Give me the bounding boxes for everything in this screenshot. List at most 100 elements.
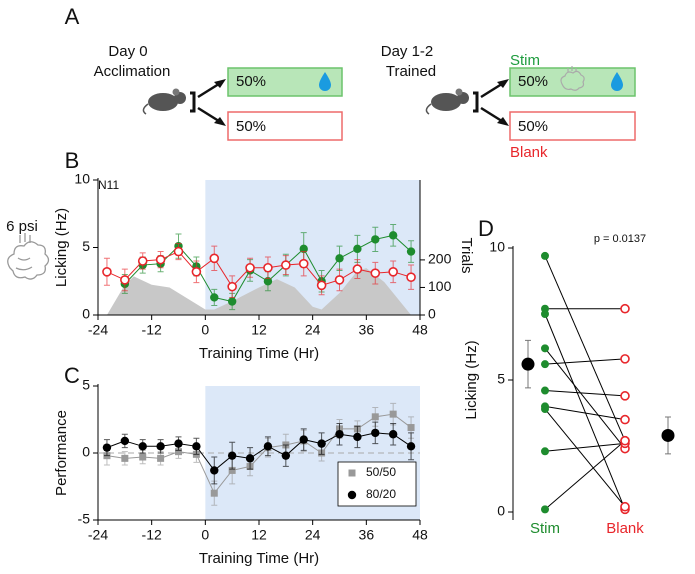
marker <box>352 264 363 274</box>
x-tick-label: 24 <box>305 322 321 338</box>
marker <box>139 453 147 461</box>
air-puff-icon <box>7 233 50 280</box>
blank-box <box>509 111 636 141</box>
mouse-icon <box>425 88 479 115</box>
mean-point <box>521 357 535 371</box>
marker <box>120 275 130 285</box>
marker <box>281 260 291 270</box>
panel-a: A Day 0 Acclimation 50% 50% Day 1-2 Trai… <box>65 4 636 161</box>
condition-title: Day 0 <box>108 43 147 60</box>
marker <box>227 297 237 306</box>
x-tick-label: 36 <box>359 322 375 338</box>
x-axis-label: Training Time (Hr) <box>199 345 319 362</box>
panel-label: D <box>478 216 494 241</box>
pair-line <box>544 348 626 449</box>
marker <box>348 469 356 477</box>
pair-line <box>544 442 626 452</box>
marker <box>174 439 183 448</box>
marker <box>157 454 165 462</box>
marker <box>228 466 236 474</box>
marker <box>406 442 416 451</box>
marker <box>227 451 237 460</box>
stim-point <box>541 405 549 414</box>
pair-line <box>544 313 626 510</box>
x-tick-label: 48 <box>412 322 428 338</box>
marker <box>388 266 398 277</box>
y2-axis-label: Trials <box>458 237 475 273</box>
marker <box>353 432 362 442</box>
marker <box>263 442 273 451</box>
marker <box>227 281 237 292</box>
p-value: p = 0.0137 <box>594 233 646 245</box>
marker <box>388 430 398 439</box>
stim-point <box>541 360 549 369</box>
marker <box>406 272 416 283</box>
marker <box>317 439 326 448</box>
x-tick-label: -12 <box>142 322 162 338</box>
x-tick-label: 0 <box>201 322 209 338</box>
pair-line <box>544 405 626 421</box>
charts: 0 5 10 -24 -12 0 12 24 36 48 Training Time (Hr) Lic… <box>6 148 675 567</box>
marker <box>210 466 219 475</box>
marker <box>370 268 381 278</box>
marker <box>175 448 182 456</box>
y2-tick-label: 200 <box>428 251 452 267</box>
y-tick-label: 10 <box>74 171 90 187</box>
panel-label: B <box>65 148 80 173</box>
blank-box <box>227 111 343 141</box>
x-tick-label: 0 <box>201 527 209 543</box>
x-tick-label: -24 <box>88 527 108 543</box>
y-axis-label: Licking (Hz) <box>53 208 70 287</box>
trials-area <box>106 268 412 315</box>
stimulus-label: 6 psi <box>6 218 38 235</box>
marker <box>102 443 112 452</box>
y-tick-label: 0 <box>82 444 90 460</box>
probability: 50% <box>518 73 548 90</box>
marker <box>299 435 308 444</box>
condition-title: Day 1-2 <box>381 43 434 60</box>
x-tick-label: -12 <box>142 527 162 543</box>
panel-label: C <box>64 363 80 388</box>
y2-tick-label: 100 <box>428 278 452 294</box>
pair-line <box>544 255 626 441</box>
x-tick-label: 24 <box>305 527 321 543</box>
marker <box>299 244 308 254</box>
marker <box>335 254 344 263</box>
blank-point <box>620 354 630 364</box>
marker <box>245 454 255 463</box>
x-tick-label: 48 <box>412 527 428 543</box>
x-tick-label: -24 <box>88 322 108 338</box>
y-tick-label: -5 <box>78 511 91 527</box>
x-tick-label: 12 <box>251 527 267 543</box>
marker <box>120 436 130 446</box>
mean-point <box>661 428 675 442</box>
y-axis-label: Performance <box>53 410 70 496</box>
marker <box>192 442 201 451</box>
air-puff-icon <box>560 66 585 91</box>
x-tick-label: 12 <box>251 322 267 338</box>
marker <box>173 246 184 257</box>
legend-label: 50/50 <box>366 465 396 479</box>
probability: 50% <box>236 118 266 135</box>
condition-title: Trained <box>386 63 436 80</box>
marker <box>209 253 220 264</box>
blank-point <box>620 435 630 446</box>
marker <box>210 293 219 302</box>
y-tick-label: 0 <box>82 306 90 322</box>
marker <box>156 442 165 451</box>
marker <box>371 428 380 438</box>
stim-point <box>541 344 549 353</box>
stim-point <box>541 505 549 514</box>
marker <box>137 256 148 266</box>
condition-title: Acclimation <box>94 63 171 80</box>
marker <box>316 280 327 291</box>
y2-tick-label: 0 <box>428 306 436 322</box>
y-tick-label: 5 <box>82 377 90 393</box>
probability: 50% <box>236 73 266 90</box>
pair-line <box>544 390 626 397</box>
marker <box>334 275 345 285</box>
x-axis-label: Training Time (Hr) <box>199 550 319 567</box>
marker <box>388 231 398 240</box>
stim-point <box>541 386 549 395</box>
